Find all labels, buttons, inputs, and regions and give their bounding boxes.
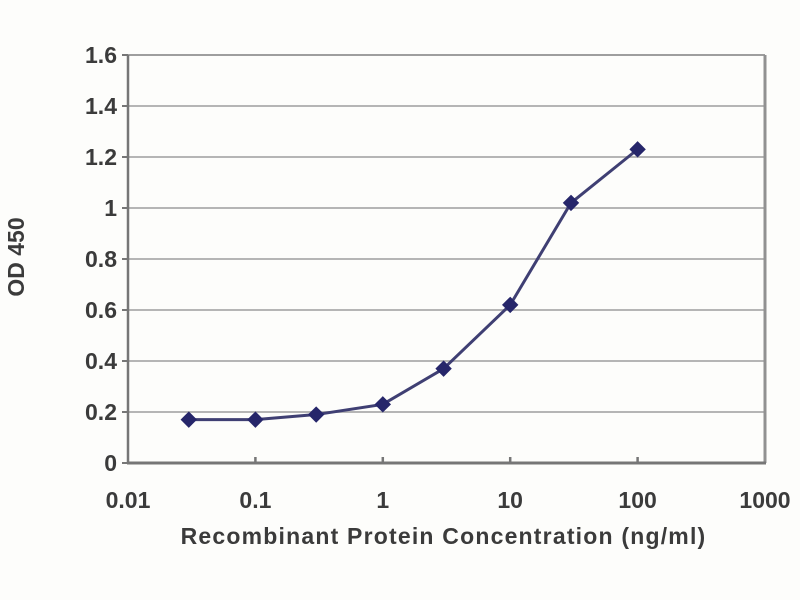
- x-tick-label: 0.01: [106, 487, 151, 513]
- x-tick-label: 1: [376, 487, 389, 513]
- data-point-marker: [629, 141, 646, 158]
- x-tick-label: 100: [618, 487, 656, 513]
- y-tick-label: 0.6: [85, 297, 117, 323]
- data-point-marker: [501, 296, 519, 314]
- y-tick-label: 1.6: [85, 42, 117, 68]
- x-tick-label: 0.1: [239, 487, 271, 513]
- y-tick-label: 0.2: [85, 399, 117, 425]
- x-tick-label: 10: [497, 487, 523, 513]
- y-tick-label: 1.4: [85, 93, 117, 119]
- data-point-marker: [435, 360, 452, 377]
- data-point-marker: [247, 411, 264, 428]
- y-tick-label: 0: [104, 450, 117, 476]
- x-tick-label: 1000: [739, 487, 790, 513]
- y-axis-title: OD 450: [3, 217, 29, 297]
- y-tick-label: 1.2: [85, 144, 117, 170]
- data-point-marker: [562, 194, 580, 212]
- data-point-marker: [374, 396, 392, 413]
- x-axis-title: Recombinant Protein Concentration (ng/ml…: [180, 523, 707, 549]
- series-line: [188, 148, 639, 422]
- data-point-marker: [180, 411, 197, 428]
- y-tick-label: 1: [104, 195, 117, 221]
- data-point-marker: [307, 406, 325, 423]
- y-tick-label: 0.8: [85, 246, 117, 272]
- y-tick-label: 0.4: [85, 348, 117, 374]
